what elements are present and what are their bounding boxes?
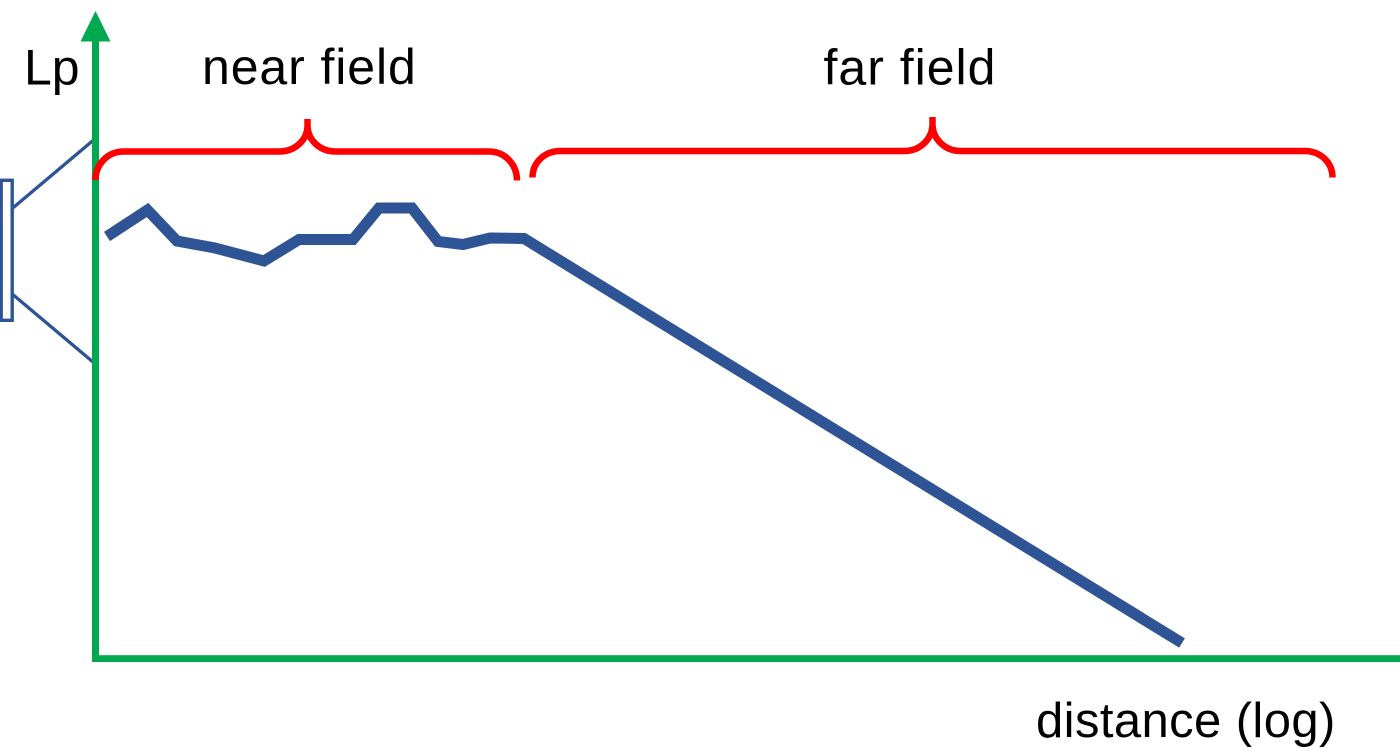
svg-text:Lp: Lp xyxy=(24,40,80,96)
svg-text:far field: far field xyxy=(824,39,997,95)
svg-text:near field: near field xyxy=(202,39,417,95)
svg-text:distance (log): distance (log) xyxy=(1036,694,1336,748)
